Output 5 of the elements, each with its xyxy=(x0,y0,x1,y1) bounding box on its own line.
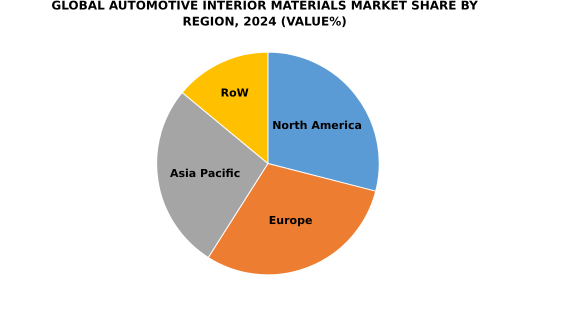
chart-title: GLOBAL AUTOMOTIVE INTERIOR MATERIALS MARKET SHARE BY REGION, 2024 (VALUE%) xyxy=(51,0,478,28)
slice-label: North America xyxy=(272,118,362,132)
slice-label: RoW xyxy=(220,86,249,100)
slice-label: Europe xyxy=(268,214,312,228)
slice-label: Asia Pacific xyxy=(170,166,240,180)
